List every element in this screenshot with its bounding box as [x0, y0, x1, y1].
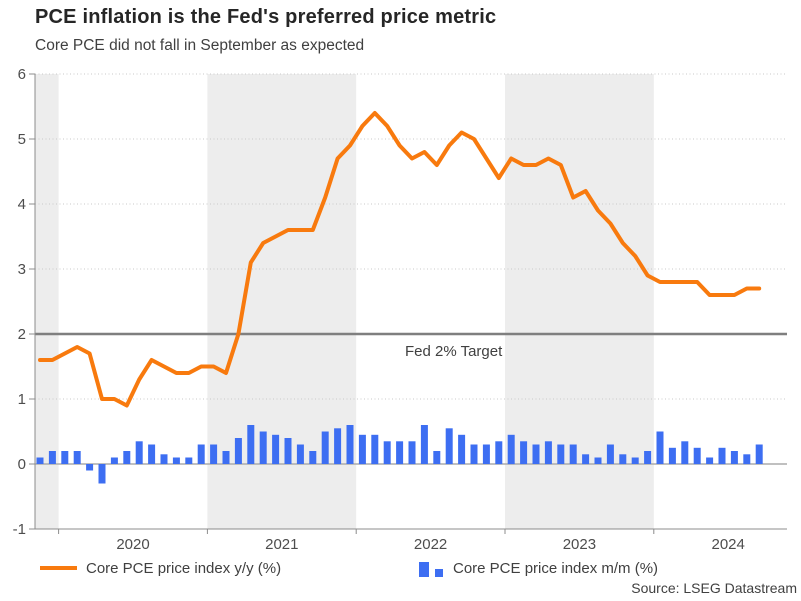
svg-text:2: 2 [18, 326, 26, 343]
legend-label-mm: Core PCE price index m/m (%) [453, 559, 659, 577]
svg-text:4: 4 [18, 196, 26, 213]
line-legend-swatch [40, 566, 77, 570]
bar-series-core-pce-mm [36, 425, 763, 484]
svg-text:6: 6 [18, 66, 26, 83]
legend-item-mm: Core PCE price index m/m (%) [419, 557, 658, 579]
y-axis-labels: -1 0 1 2 3 4 5 6 [13, 66, 26, 538]
svg-text:2020: 2020 [116, 536, 149, 553]
legend-item-yy: Core PCE price index y/y (%) [40, 557, 281, 579]
svg-text:3: 3 [18, 261, 26, 278]
svg-text:2024: 2024 [712, 536, 745, 553]
svg-text:-1: -1 [13, 521, 26, 538]
gridlines [35, 73, 787, 400]
bar-legend-swatch-big [419, 562, 429, 577]
chart-title: PCE inflation is the Fed's preferred pri… [35, 6, 497, 28]
svg-text:1: 1 [18, 391, 26, 408]
svg-text:2023: 2023 [563, 536, 596, 553]
svg-text:2021: 2021 [265, 536, 298, 553]
axis-ticks [29, 73, 655, 534]
svg-text:0: 0 [18, 456, 26, 473]
year-shading-bands [35, 74, 654, 529]
bar-legend-swatch-small [435, 569, 443, 577]
svg-text:5: 5 [18, 131, 26, 148]
x-axis-labels: 2020 2021 2022 2023 2024 [116, 536, 745, 553]
svg-text:2022: 2022 [414, 536, 447, 553]
source-credit: Source: LSEG Datastream [631, 580, 797, 596]
fed-target-label: Fed 2% Target [405, 343, 503, 360]
legend-label-yy: Core PCE price index y/y (%) [86, 559, 282, 577]
chart-subtitle: Core PCE did not fall in September as ex… [35, 37, 365, 54]
line-series-core-pce-yy [38, 111, 762, 408]
